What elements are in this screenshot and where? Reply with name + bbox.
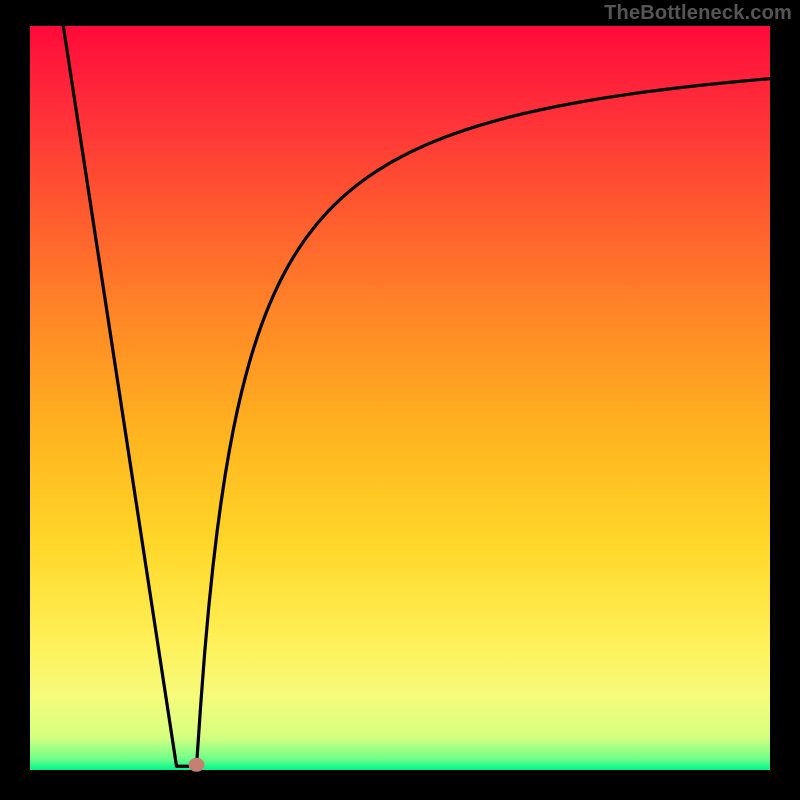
chart-background <box>30 26 770 770</box>
chart-container: TheBottleneck.com <box>0 0 800 800</box>
optimal-point-marker <box>189 758 205 772</box>
bottleneck-chart <box>0 0 800 800</box>
watermark-text: TheBottleneck.com <box>604 2 792 25</box>
